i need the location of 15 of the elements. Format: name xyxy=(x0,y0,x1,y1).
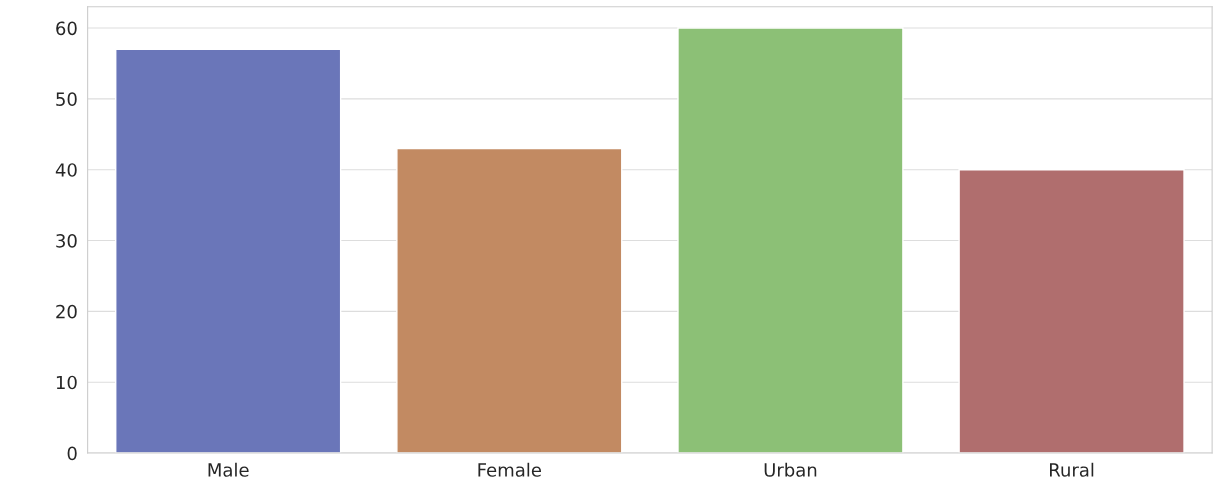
x-tick-label: Female xyxy=(478,462,541,477)
y-tick-label: 40 xyxy=(55,163,77,177)
y-tick-label: 60 xyxy=(56,21,77,36)
x-tick-label: Urban xyxy=(764,462,817,477)
bar xyxy=(396,147,623,454)
y-tick-label: 0 xyxy=(67,446,77,461)
y-tick-label: 20 xyxy=(56,304,77,319)
y-tick-label: 10 xyxy=(56,375,77,390)
y-tick-label: 30 xyxy=(56,233,77,248)
x-tick-label: Male xyxy=(208,462,249,477)
bar xyxy=(677,27,904,454)
x-tick-label: Rural xyxy=(1050,462,1094,477)
bar xyxy=(958,168,1185,454)
y-tick-label: 50 xyxy=(56,92,77,106)
bar xyxy=(115,48,342,454)
